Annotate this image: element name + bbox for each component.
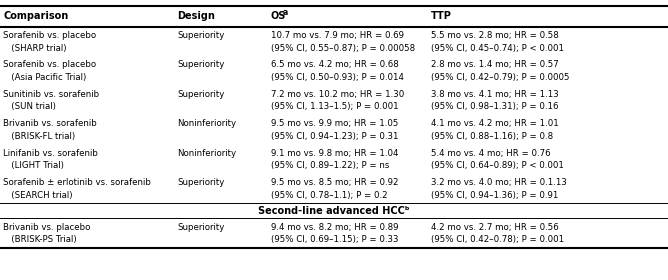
Text: (95% CI, 0.94–1.36); P = 0.91: (95% CI, 0.94–1.36); P = 0.91 xyxy=(431,191,558,200)
Text: Comparison: Comparison xyxy=(3,11,69,21)
Text: Sorafenib vs. placebo: Sorafenib vs. placebo xyxy=(3,31,96,40)
Text: Second-line advanced HCCᵇ: Second-line advanced HCCᵇ xyxy=(259,206,409,216)
Text: Linifanib vs. sorafenib: Linifanib vs. sorafenib xyxy=(3,148,98,158)
Text: (95% CI, 0.55–0.87); P = 0.00058: (95% CI, 0.55–0.87); P = 0.00058 xyxy=(271,44,415,53)
Text: (BRISK-FL trial): (BRISK-FL trial) xyxy=(3,132,75,141)
Text: (95% CI, 0.94–1.23); P = 0.31: (95% CI, 0.94–1.23); P = 0.31 xyxy=(271,132,398,141)
Text: (LIGHT Trial): (LIGHT Trial) xyxy=(3,161,64,170)
Text: 5.4 mo vs. 4 mo; HR = 0.76: 5.4 mo vs. 4 mo; HR = 0.76 xyxy=(431,148,550,158)
Text: Design: Design xyxy=(177,11,215,21)
Text: (95% CI, 0.64–0.89); P < 0.001: (95% CI, 0.64–0.89); P < 0.001 xyxy=(431,161,564,170)
Text: Superiority: Superiority xyxy=(177,223,224,232)
Text: Superiority: Superiority xyxy=(177,31,224,40)
Text: (SHARP trial): (SHARP trial) xyxy=(3,44,67,53)
Text: (Asia Pacific Trial): (Asia Pacific Trial) xyxy=(3,73,87,82)
Text: (95% CI, 0.45–0.74); P < 0.001: (95% CI, 0.45–0.74); P < 0.001 xyxy=(431,44,564,53)
Text: 7.2 mo vs. 10.2 mo; HR = 1.30: 7.2 mo vs. 10.2 mo; HR = 1.30 xyxy=(271,90,403,99)
Text: Superiority: Superiority xyxy=(177,90,224,99)
Text: Superiority: Superiority xyxy=(177,60,224,69)
Text: Sunitinib vs. sorafenib: Sunitinib vs. sorafenib xyxy=(3,90,100,99)
Text: (95% CI, 0.89–1.22); P = ns: (95% CI, 0.89–1.22); P = ns xyxy=(271,161,389,170)
Text: (SUN trial): (SUN trial) xyxy=(3,102,56,111)
Text: 9.1 mo vs. 9.8 mo; HR = 1.04: 9.1 mo vs. 9.8 mo; HR = 1.04 xyxy=(271,148,398,158)
Text: OS: OS xyxy=(271,11,286,21)
Text: (95% CI, 0.42–0.78); P = 0.001: (95% CI, 0.42–0.78); P = 0.001 xyxy=(431,235,564,244)
Text: 9.5 mo vs. 8.5 mo; HR = 0.92: 9.5 mo vs. 8.5 mo; HR = 0.92 xyxy=(271,178,398,187)
Text: (SEARCH trial): (SEARCH trial) xyxy=(3,191,73,200)
Text: 5.5 mo vs. 2.8 mo; HR = 0.58: 5.5 mo vs. 2.8 mo; HR = 0.58 xyxy=(431,31,558,40)
Text: Noninferiority: Noninferiority xyxy=(177,148,236,158)
Text: a: a xyxy=(283,8,288,17)
Text: (BRISK-PS Trial): (BRISK-PS Trial) xyxy=(3,235,77,244)
Text: Sorafenib vs. placebo: Sorafenib vs. placebo xyxy=(3,60,96,69)
Text: 3.2 mo vs. 4.0 mo; HR = 0.1.13: 3.2 mo vs. 4.0 mo; HR = 0.1.13 xyxy=(431,178,566,187)
Text: 10.7 mo vs. 7.9 mo; HR = 0.69: 10.7 mo vs. 7.9 mo; HR = 0.69 xyxy=(271,31,403,40)
Text: 3.8 mo vs. 4.1 mo; HR = 1.13: 3.8 mo vs. 4.1 mo; HR = 1.13 xyxy=(431,90,558,99)
Text: Sorafenib ± erlotinib vs. sorafenib: Sorafenib ± erlotinib vs. sorafenib xyxy=(3,178,151,187)
Text: 9.4 mo vs. 8.2 mo; HR = 0.89: 9.4 mo vs. 8.2 mo; HR = 0.89 xyxy=(271,223,398,232)
Text: Noninferiority: Noninferiority xyxy=(177,119,236,128)
Text: (95% CI, 0.98–1.31); P = 0.16: (95% CI, 0.98–1.31); P = 0.16 xyxy=(431,102,558,111)
Text: (95% CI, 0.78–1.1); P = 0.2: (95% CI, 0.78–1.1); P = 0.2 xyxy=(271,191,387,200)
Text: 9.5 mo vs. 9.9 mo; HR = 1.05: 9.5 mo vs. 9.9 mo; HR = 1.05 xyxy=(271,119,398,128)
Text: (95% CI, 0.69–1.15); P = 0.33: (95% CI, 0.69–1.15); P = 0.33 xyxy=(271,235,398,244)
Text: 4.2 mo vs. 2.7 mo; HR = 0.56: 4.2 mo vs. 2.7 mo; HR = 0.56 xyxy=(431,223,558,232)
Text: (95% CI, 0.88–1.16); P = 0.8: (95% CI, 0.88–1.16); P = 0.8 xyxy=(431,132,553,141)
Text: (95% CI, 0.50–0.93); P = 0.014: (95% CI, 0.50–0.93); P = 0.014 xyxy=(271,73,403,82)
Text: Brivanib vs. placebo: Brivanib vs. placebo xyxy=(3,223,91,232)
Text: TTP: TTP xyxy=(431,11,452,21)
Text: 6.5 mo vs. 4.2 mo; HR = 0.68: 6.5 mo vs. 4.2 mo; HR = 0.68 xyxy=(271,60,398,69)
Text: Brivanib vs. sorafenib: Brivanib vs. sorafenib xyxy=(3,119,97,128)
Text: Superiority: Superiority xyxy=(177,178,224,187)
Text: 2.8 mo vs. 1.4 mo; HR = 0.57: 2.8 mo vs. 1.4 mo; HR = 0.57 xyxy=(431,60,558,69)
Text: 4.1 mo vs. 4.2 mo; HR = 1.01: 4.1 mo vs. 4.2 mo; HR = 1.01 xyxy=(431,119,558,128)
Text: (95% CI, 1.13–1.5); P = 0.001: (95% CI, 1.13–1.5); P = 0.001 xyxy=(271,102,398,111)
Text: (95% CI, 0.42–0.79); P = 0.0005: (95% CI, 0.42–0.79); P = 0.0005 xyxy=(431,73,569,82)
